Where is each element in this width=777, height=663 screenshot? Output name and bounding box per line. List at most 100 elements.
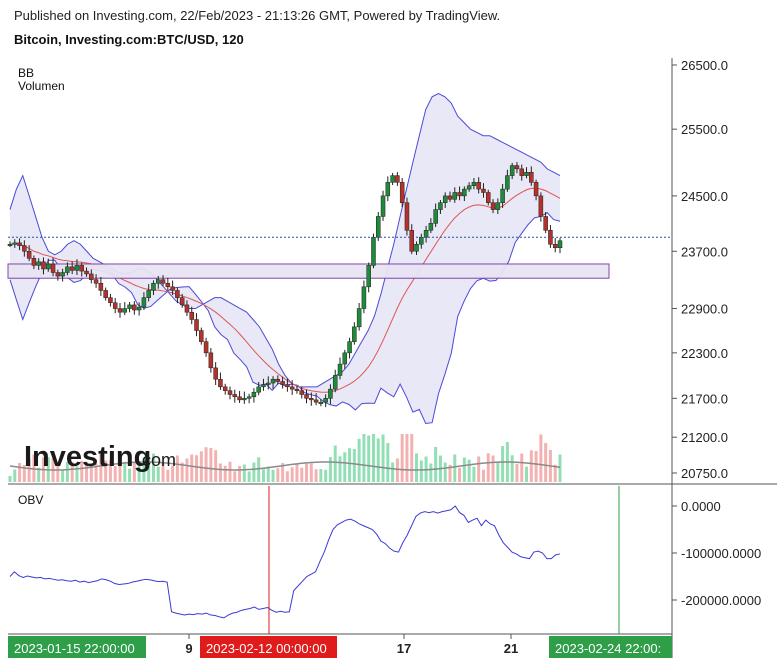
volume-bar [94, 463, 98, 482]
volume-bar [142, 457, 146, 482]
candle-up [266, 382, 271, 385]
candle-down [175, 290, 180, 298]
candle-down [538, 195, 544, 217]
candle-up [12, 242, 18, 245]
ytick-label: 20750.0 [681, 466, 728, 481]
volume-bar [266, 466, 270, 482]
candle-up [146, 290, 151, 298]
time-axis: 9 17 21 2023-01-15 22:00:00 2023-02-12 00:00… [8, 634, 672, 658]
candle-down [112, 302, 118, 309]
volume-bar [348, 448, 352, 482]
candle-down [289, 386, 295, 390]
candle-down [41, 261, 46, 270]
obv-panel: OBV 0.0000 -100000.0000 -200000.0000 [9, 486, 761, 634]
volume-bar [37, 467, 41, 482]
volume-bars [8, 434, 562, 482]
volume-bar [147, 457, 151, 482]
date-box-label: 2023-02-12 00:00:00 [206, 641, 327, 656]
legend-item: BB [18, 66, 34, 80]
volume-bar [453, 454, 457, 482]
volume-bar [276, 468, 280, 482]
volume-bar [252, 462, 256, 482]
candle-up [246, 396, 252, 399]
volume-bar [429, 463, 433, 482]
candle-down [108, 297, 113, 303]
bb-upper-line [9, 93, 561, 388]
candle-down [313, 399, 319, 403]
candle-down [304, 394, 309, 399]
volume-bar [285, 471, 289, 482]
candle-up [46, 263, 51, 270]
date-box [8, 636, 146, 658]
volume-bar [410, 434, 414, 482]
candle-up [323, 398, 328, 403]
volume-bar [70, 461, 74, 482]
candle-up [328, 388, 333, 399]
volume-bar [553, 464, 557, 482]
volume-bar [204, 447, 208, 482]
candle-down [285, 384, 290, 388]
candle-down [22, 245, 27, 252]
candle-down [184, 304, 190, 313]
volume-bar [171, 465, 175, 482]
candle-down [179, 297, 185, 306]
volume-bar [501, 446, 505, 482]
volume-bar [510, 455, 514, 482]
volume-bar [520, 453, 524, 482]
candle-up [332, 375, 338, 390]
volume-bar [108, 460, 112, 482]
volume-bar [27, 458, 31, 482]
candle-up [414, 243, 419, 252]
candle-down [227, 390, 233, 395]
candle-up [122, 308, 128, 313]
xtick-label: 17 [397, 641, 411, 656]
candle-down [98, 282, 104, 291]
candle-down [199, 330, 204, 342]
volume-bar [448, 464, 452, 482]
candle-down [79, 265, 84, 272]
volume-ma-line [9, 461, 561, 471]
candle-down [481, 188, 486, 193]
volume-bar [300, 467, 304, 482]
candle-up [318, 401, 324, 404]
volume-bar [271, 469, 275, 482]
volume-bar [151, 453, 155, 482]
candle-down [194, 319, 199, 331]
volume-bar [75, 466, 79, 482]
ytick-label: 25500.0 [681, 122, 728, 137]
candle-up [466, 185, 472, 190]
candle-up [495, 202, 501, 210]
candle-up [65, 266, 70, 273]
volume-bar [247, 471, 251, 482]
volume-bar [65, 462, 69, 482]
candle-up [36, 261, 41, 266]
volume-bar [85, 462, 89, 482]
candle-up [127, 304, 132, 309]
candle-up [524, 171, 529, 176]
candle-up [60, 272, 65, 277]
volume-bar [371, 434, 375, 482]
candle-up [380, 195, 386, 217]
xtick-label: 21 [504, 641, 518, 656]
volume-bar [175, 455, 179, 482]
candle-up [7, 243, 13, 246]
volume-bar [89, 464, 93, 482]
candle-up [342, 352, 348, 365]
volume-bar [343, 452, 347, 482]
candle-down [447, 195, 453, 200]
volume-bar [458, 467, 462, 482]
volume-bar [525, 466, 529, 482]
volume-bar [314, 469, 318, 482]
volume-bar [99, 453, 103, 482]
candle-down [189, 311, 194, 320]
volume-bar [395, 458, 399, 482]
volume-bar [233, 471, 237, 482]
volume-bar [242, 464, 246, 482]
candle-up [371, 237, 376, 266]
volume-bar [539, 434, 543, 482]
candle-down [208, 352, 214, 369]
volume-bar [472, 466, 476, 482]
candle-up [462, 188, 467, 197]
candle-down [299, 390, 304, 395]
volume-bar [529, 450, 533, 482]
